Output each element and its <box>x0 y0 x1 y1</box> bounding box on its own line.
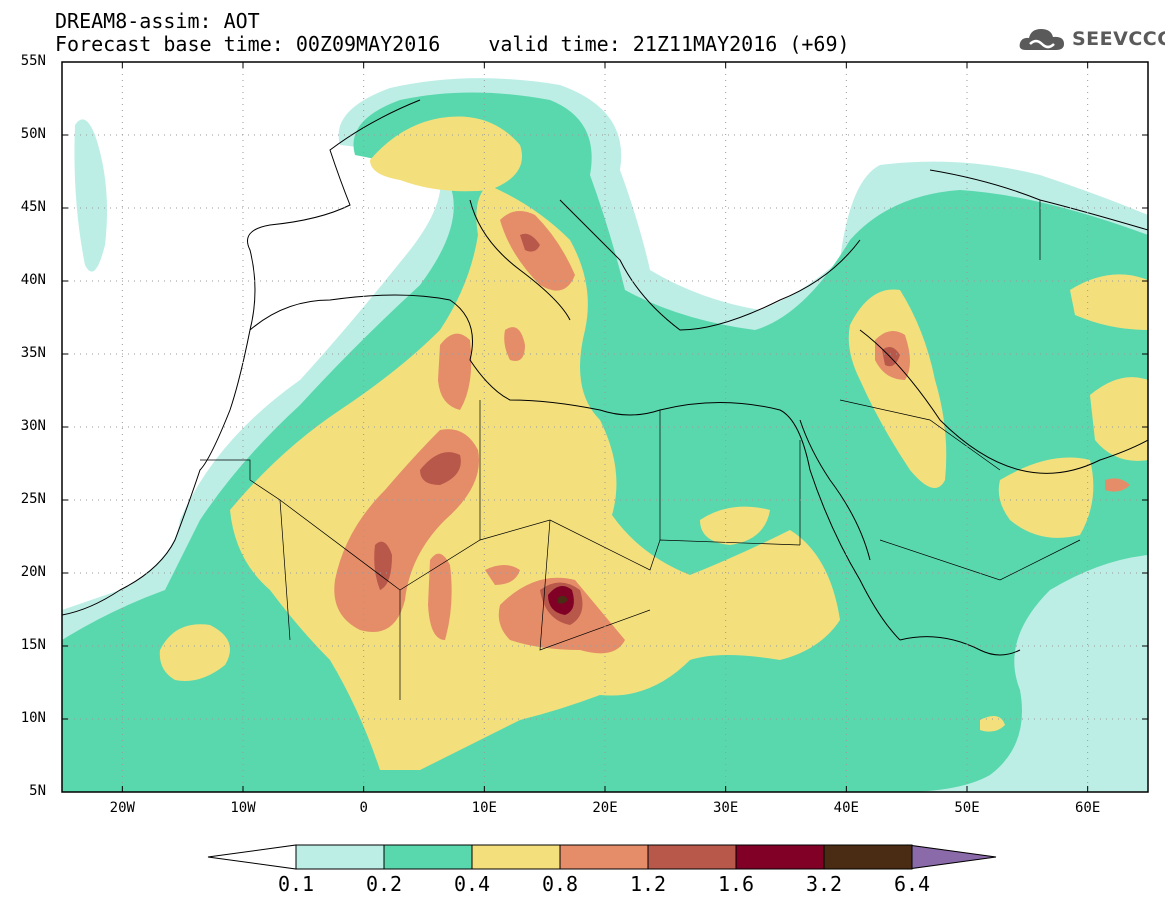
lon-label: 20E <box>592 800 618 816</box>
title-line-2: Forecast base time: 00Z09MAY2016 valid ti… <box>55 33 850 55</box>
grid-lines <box>62 62 1148 792</box>
country-borders <box>200 200 1081 700</box>
lat-label: 55N <box>20 53 46 69</box>
colorbar-level-label: 3.2 <box>805 872 843 896</box>
logo-text: SEEVCCC <box>1072 28 1165 50</box>
axis-ticks <box>62 61 1148 793</box>
colorbar-under-arrow <box>207 844 297 870</box>
aot-contours <box>62 78 1148 792</box>
colorbar-box <box>559 844 649 870</box>
colorbar-level-label: 1.2 <box>629 872 667 896</box>
lat-label: 10N <box>20 710 46 726</box>
colorbar-box <box>295 844 385 870</box>
coastlines <box>62 99 1148 656</box>
lon-label: 10E <box>471 800 497 816</box>
colorbar-level-label: 0.8 <box>541 872 579 896</box>
colorbar-level-label: 1.6 <box>717 872 755 896</box>
lon-label: 50E <box>954 800 980 816</box>
lat-label: 30N <box>20 418 46 434</box>
title-line-1: DREAM8-assim: AOT <box>55 9 260 33</box>
colorbar-level-label: 0.1 <box>277 872 315 896</box>
lat-label: 20N <box>20 564 46 580</box>
cloud-icon <box>1019 29 1064 50</box>
lat-label: 40N <box>20 272 46 288</box>
colorbar <box>207 844 997 870</box>
contour-level-7 <box>558 595 568 604</box>
lat-label: 45N <box>20 199 46 215</box>
lon-label: 10W <box>230 800 256 816</box>
lat-label: 15N <box>20 637 46 653</box>
lat-label: 25N <box>20 491 46 507</box>
colorbar-level-label: 0.4 <box>453 872 491 896</box>
colorbar-level-label: 6.4 <box>893 872 931 896</box>
lat-label: 35N <box>20 345 46 361</box>
lon-label: 20W <box>109 800 135 816</box>
lon-label: 40E <box>833 800 859 816</box>
lat-label: 50N <box>20 126 46 142</box>
colorbar-box <box>823 844 913 870</box>
colorbar-box <box>647 844 737 870</box>
colorbar-box <box>383 844 473 870</box>
seevccc-logo: SEEVCCC <box>1018 24 1165 56</box>
lat-label: 5N <box>29 783 46 799</box>
lon-label: 60E <box>1075 800 1101 816</box>
colorbar-over-arrow <box>907 844 997 870</box>
lon-label: 30E <box>713 800 739 816</box>
colorbar-level-label: 0.2 <box>365 872 403 896</box>
colorbar-box <box>471 844 561 870</box>
colorbar-box <box>735 844 825 870</box>
lon-label: 0 <box>359 800 368 816</box>
base-time-label: Forecast base time: 00Z09MAY2016 <box>55 32 441 56</box>
valid-time-label: valid time: 21Z11MAY2016 (+69) <box>488 32 850 56</box>
